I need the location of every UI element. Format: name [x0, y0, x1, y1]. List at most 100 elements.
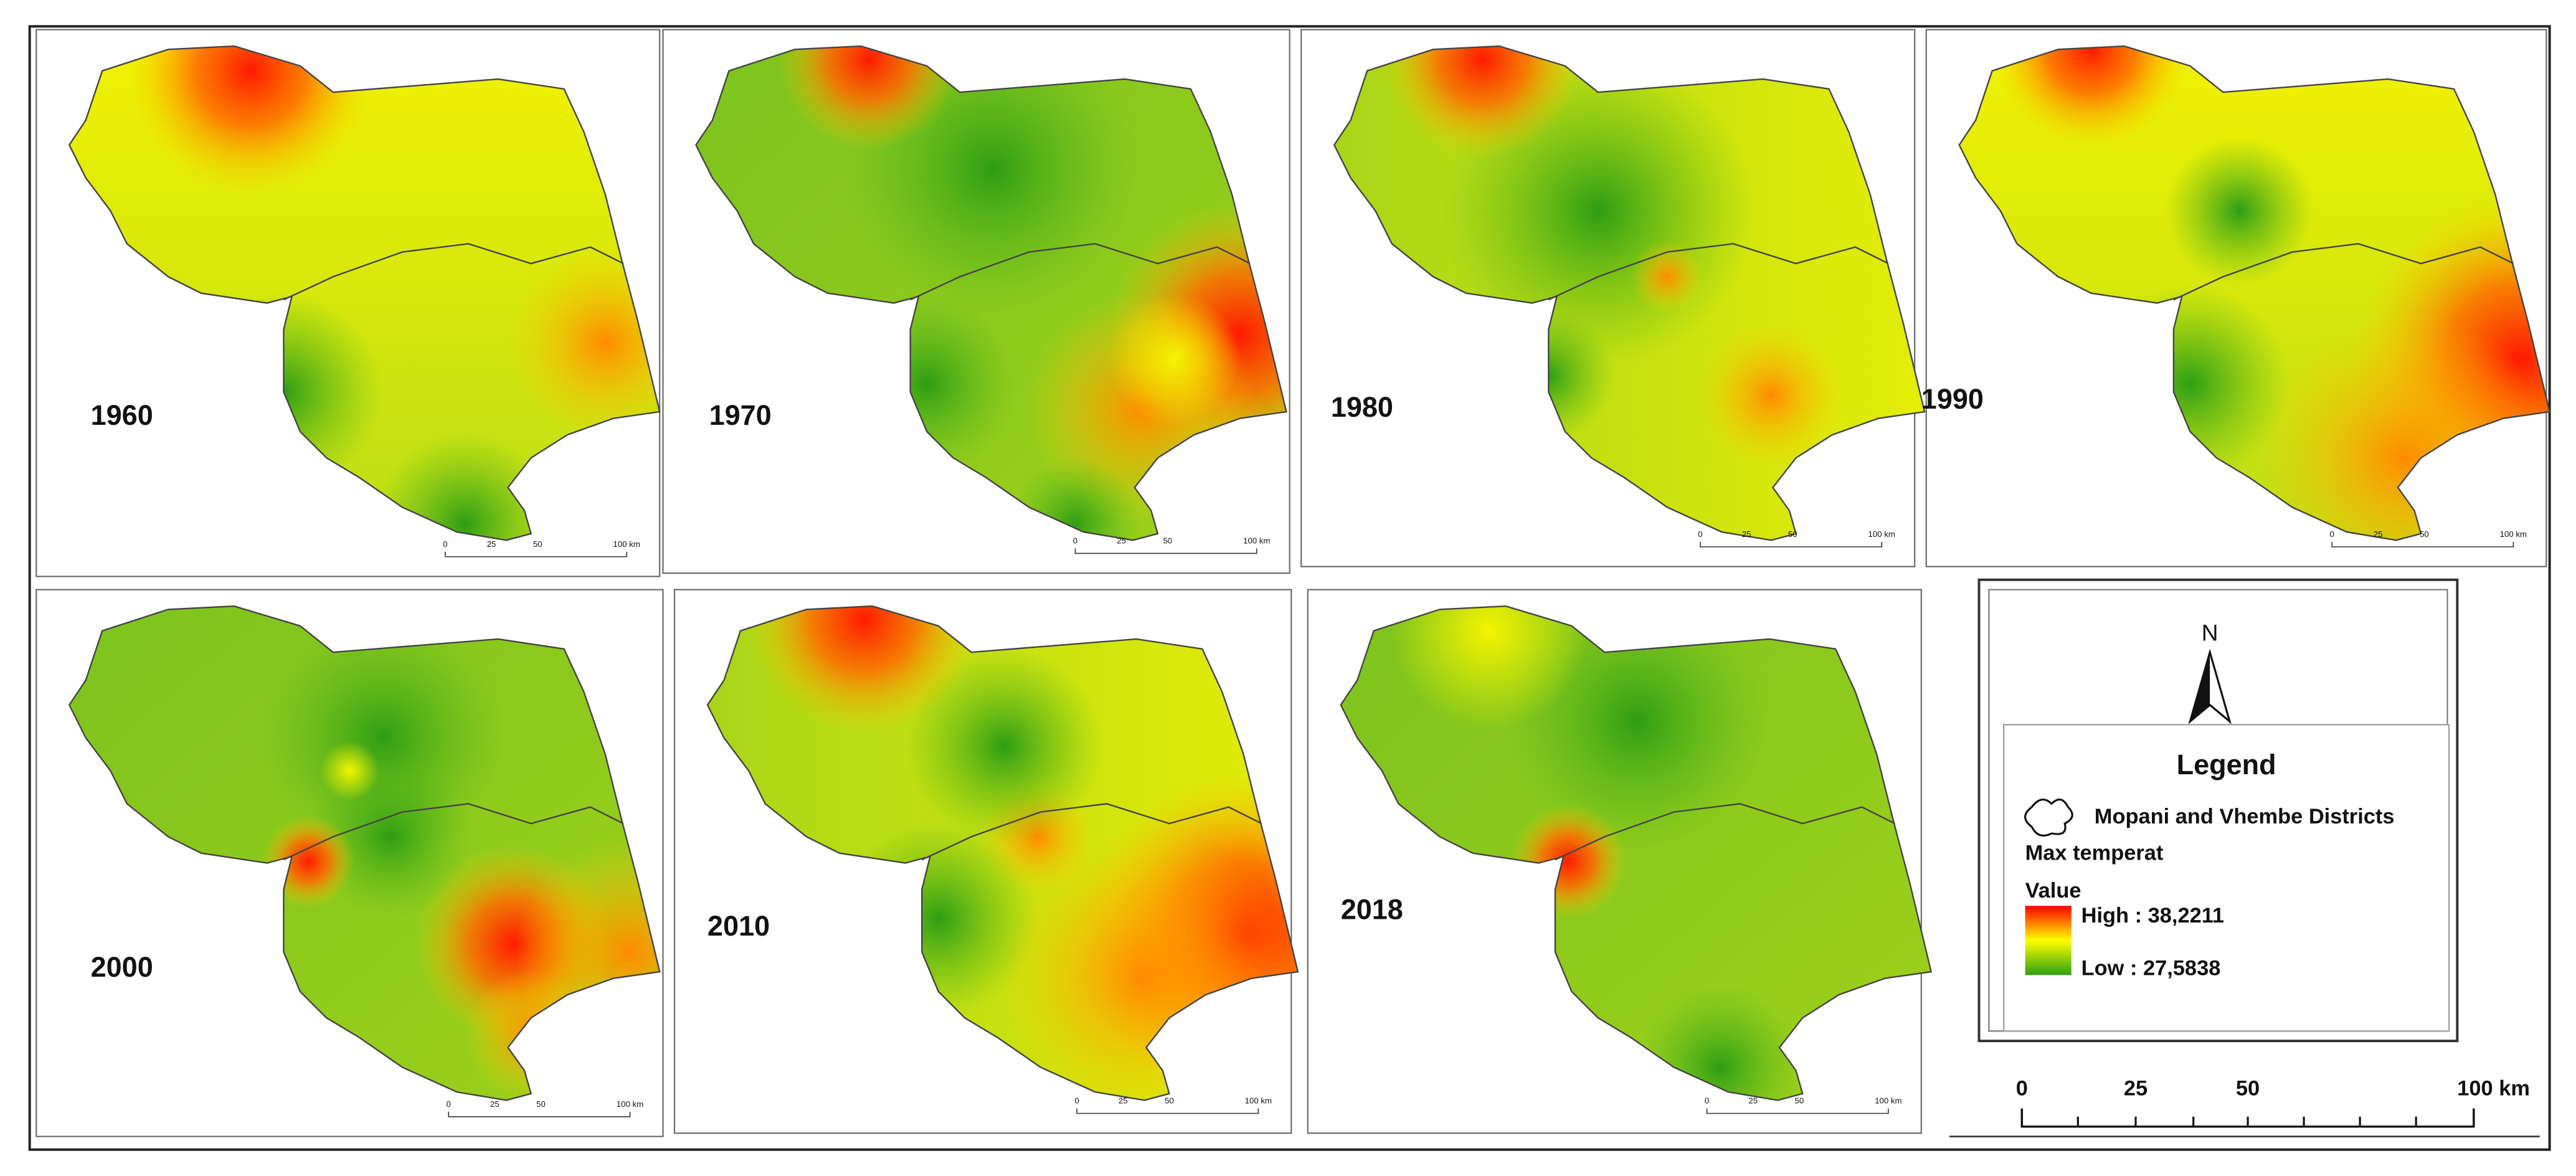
district-border: [283, 243, 624, 301]
year-label: 1980: [1331, 391, 1393, 423]
panel-scale-label: 50: [1163, 536, 1172, 546]
legend-low: Low : 27,5838: [2081, 956, 2221, 980]
panel-scale-label: 0: [1705, 1096, 1709, 1106]
north-label: N: [2202, 620, 2218, 646]
panel-scale-label: 0: [447, 1099, 451, 1109]
scale-label: 25: [2124, 1076, 2147, 1100]
scale-label: 100 km: [2457, 1076, 2530, 1100]
panel-scale-label: 50: [536, 1099, 546, 1109]
legend-panel: N Legend Mopani and Vhembe Districts Max…: [1977, 578, 2459, 1043]
panel-scale-label: 100 km: [2500, 529, 2527, 539]
map-panel: 2000 0 25 50 100 km: [36, 589, 664, 1137]
year-label: 1990: [1921, 383, 1984, 415]
year-label: 1970: [709, 399, 772, 431]
panel-scale-bar: [1700, 541, 1883, 548]
panel-scale-label: 0: [443, 539, 447, 549]
temperature-blob: [1108, 293, 1241, 425]
district-border: [910, 243, 1251, 301]
temperature-blob: [374, 433, 556, 541]
panel-scale-label: 25: [487, 539, 496, 549]
map-panel: 2018 0 25 50 100 km: [1307, 589, 1933, 1134]
panel-scale-label: 100 km: [1875, 1096, 1901, 1106]
scale-bar: 0 25 50 100 km: [1949, 1076, 2540, 1137]
scale-label: 0: [2016, 1076, 2028, 1100]
panel-scale-label: 0: [1698, 529, 1702, 539]
panel-scale-label: 100 km: [1245, 1096, 1272, 1106]
panel-scale-label: 50: [533, 539, 542, 549]
district-border: [1548, 243, 1889, 301]
panel-scale-label: 25: [1742, 529, 1751, 539]
map-panel: 2010 0 25 50 100 km: [673, 589, 1299, 1134]
map-panel: 1970 0 25 50 100 km: [662, 29, 1290, 574]
panel-scale-label: 50: [2420, 529, 2429, 539]
district-outline: [1340, 605, 1933, 1101]
boundary-symbol: [2024, 799, 2073, 837]
panel-scale-label: 25: [490, 1099, 500, 1109]
panel-scale-label: 25: [1117, 536, 1126, 546]
district-outline: [706, 605, 1299, 1101]
map-panel: 1980 0 25 50 100 km: [1300, 29, 1926, 567]
legend-box: [2003, 724, 2450, 1032]
temperature-blob: [1390, 606, 1588, 730]
figure-border: [28, 25, 2551, 1151]
panel-scale-bar: [1706, 1108, 1889, 1114]
panel-scale-label: 25: [2374, 529, 2383, 539]
panel-scale-label: 0: [2329, 529, 2334, 539]
legend-field: Max temperat: [2025, 841, 2164, 865]
temperature-blob: [1009, 458, 1142, 541]
map: 1980 0 25 50 100 km: [1331, 45, 1926, 548]
panel-scale-label: 100 km: [1868, 529, 1895, 539]
map-panel: 1960 0 25 50 100 km: [36, 29, 661, 577]
legend-ramp: [2025, 906, 2072, 975]
map-fill: [1334, 46, 1925, 541]
panel-scale-bar: [1074, 548, 1257, 554]
scale-label: 50: [2236, 1076, 2260, 1100]
year-label: 1960: [91, 399, 153, 431]
district-border: [283, 803, 624, 861]
legend-boundary: Mopani and Vhembe Districts: [2095, 805, 2395, 828]
panel-scale-label: 50: [1165, 1096, 1174, 1106]
north-arrow-fill: [2190, 652, 2210, 722]
temperature-blob: [1697, 321, 1845, 470]
panel-scale-label: 50: [1788, 529, 1797, 539]
year-label: 2010: [708, 910, 770, 942]
temperature-blob: [778, 46, 960, 150]
panel-scale-label: 100 km: [613, 539, 640, 549]
legend-value-heading: Value: [2025, 879, 2081, 903]
temperature-blob: [1637, 985, 1803, 1101]
temperature-blob: [320, 741, 380, 801]
year-label: 2000: [91, 951, 153, 983]
district-outline: [68, 45, 661, 541]
district-border: [921, 803, 1262, 861]
temperature-blob: [1383, 46, 1582, 158]
district-outline: [1958, 45, 2551, 541]
district-outline: [68, 605, 661, 1101]
temperature-blob: [1992, 46, 2190, 148]
legend-title: Legend: [2177, 749, 2276, 780]
panel-scale-label: 100 km: [1243, 536, 1270, 546]
panel-scale-label: 100 km: [617, 1099, 643, 1109]
panel-scale-bar: [2331, 541, 2514, 548]
panel-scale-label: 0: [1074, 1096, 1079, 1106]
panel-scale-bar: [448, 1111, 631, 1117]
district-border: [2173, 243, 2514, 301]
temperature-blob: [2165, 136, 2314, 285]
panel-scale-label: 25: [1748, 1096, 1758, 1106]
legend-high: High : 38,2211: [2081, 904, 2224, 927]
scale-ticks: [2076, 1116, 2417, 1127]
panel-scale-bar: [1076, 1108, 1259, 1114]
temperature-blob: [749, 606, 980, 735]
panel-scale-label: 25: [1119, 1096, 1128, 1106]
map-panel: 1990 0 25 50 100 km: [1921, 29, 2551, 567]
year-label: 2018: [1341, 894, 1403, 926]
district-border: [1555, 803, 1895, 861]
panel-scale-label: 0: [1073, 536, 1077, 546]
panel-scale-label: 50: [1794, 1096, 1804, 1106]
temperature-blob: [126, 46, 375, 195]
panel-scale-bar: [445, 551, 627, 557]
district-outline: [1333, 45, 1926, 541]
